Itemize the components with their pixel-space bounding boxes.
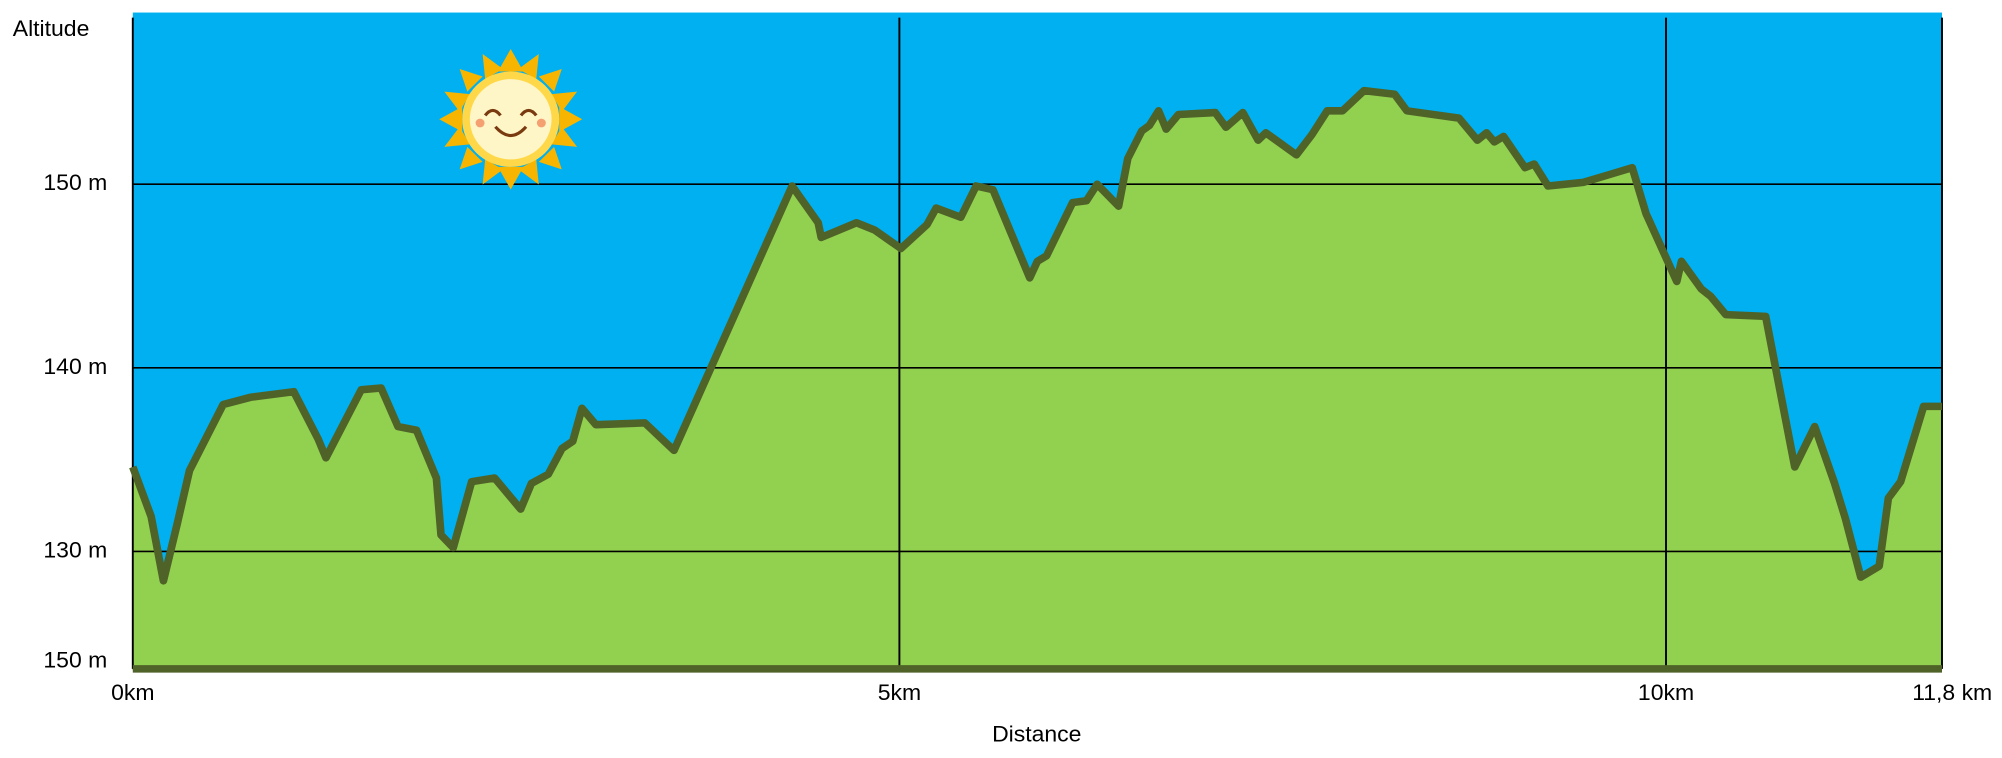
x-tick-label: 10km [1638, 679, 1694, 705]
x-axis-label: Distance [992, 721, 1081, 747]
page: {"chart_data": {"type": "area", "y_label… [0, 0, 2002, 758]
chart: Altitude Distance 150 m130 m140 m150 m0k… [0, 0, 2002, 758]
y-tick-label: 150 m [43, 647, 107, 673]
y-axis-label: Altitude [13, 15, 90, 41]
plot-area [133, 13, 1942, 669]
sun [439, 49, 582, 190]
x-tick-label: 11,8 km [1912, 679, 1992, 705]
y-tick-label: 130 m [43, 537, 107, 563]
y-tick-label: 150 m [43, 169, 107, 195]
x-tick-label: 5km [878, 679, 921, 705]
x-tick-label: 0km [111, 679, 154, 705]
y-tick-label: 140 m [43, 353, 107, 379]
